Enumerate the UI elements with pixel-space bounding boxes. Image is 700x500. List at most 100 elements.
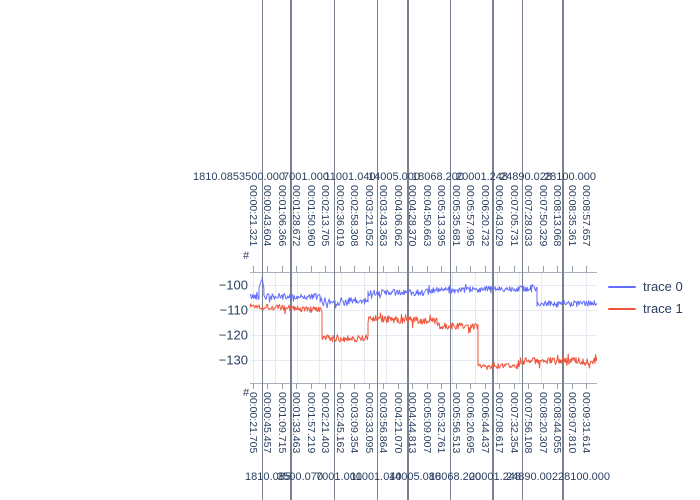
bottom-axis-tick [542,383,544,389]
bottom-time-tick-label: 00:00:45.457 [261,392,274,454]
bottom-time-tick-label: 00:04:44.813 [406,392,419,454]
top-axis-tick [542,266,544,272]
top-axis-tick [383,266,385,272]
top-time-tick-label: 00:07:28.033 [522,185,535,247]
plot-vertical-gridline [274,272,276,383]
bottom-time-tick-label: 00:03:33.095 [362,392,375,454]
top-time-tick-label: 00:07:05.731 [507,185,520,247]
top-time-tick-label: 00:07:50.329 [536,185,549,247]
bottom-axis-tick [586,383,588,389]
numeric-axis-tall-gridline [262,0,263,500]
bottom-numeric-tick-label: 7001.000 [316,471,362,483]
top-axis-tick [513,266,515,272]
top-numeric-tick-label: 7001.000 [283,171,329,183]
top-axis-tick [281,266,283,272]
plot-vertical-gridline [496,272,498,383]
plot-vertical-gridline [341,272,343,383]
top-axis-tick [354,266,356,272]
bottom-numeric-tick-label: 14005.080 [389,471,441,483]
bottom-axis-tick [310,383,312,389]
top-time-tick-label: 00:01:28.672 [290,185,303,247]
top-axis-tick [397,266,399,272]
trace-0-line[interactable] [250,276,597,309]
bottom-time-tick-label: 00:06:44.437 [478,392,491,454]
numeric-axis-tall-gridline [377,0,378,500]
bottom-axis-tick [281,383,283,389]
plot-horizontal-gridline [250,310,597,311]
bottom-time-tick-label: 00:08:20.307 [536,392,549,454]
bottom-numeric-tick-label: 20001.248 [469,471,521,483]
numeric-axis-tall-gridline [562,0,564,500]
plot-bottom-axis-line [250,383,597,384]
plot-vertical-gridline [252,272,254,383]
plot-vertical-gridline [385,272,387,383]
top-time-tick-label: 00:04:06.062 [391,185,404,247]
top-time-tick-label: 00:08:35.361 [565,185,578,247]
top-time-tick-label: 00:02:36.019 [333,185,346,247]
top-axis-tick [310,266,312,272]
legend-item-trace-1[interactable]: trace 1 [608,301,683,316]
bottom-time-tick-label: 00:08:44.055 [551,392,564,454]
top-axis-tick [368,266,370,272]
top-axis-tick [296,266,298,272]
top-axis-tick [499,266,501,272]
bottom-axis-tick [339,383,341,389]
top-axis-tick [339,266,341,272]
bottom-numeric-tick-label: 28100.000 [558,471,610,483]
bottom-axis-title: # [243,387,250,399]
bottom-axis-tick [383,383,385,389]
bottom-axis-tick [325,383,327,389]
numeric-axis-tall-gridline [522,0,523,500]
bottom-axis-tick [296,383,298,389]
top-axis-title: # [243,250,250,262]
bottom-axis-tick [557,383,559,389]
plot-vertical-gridline [319,272,321,383]
bottom-time-tick-label: 00:07:08.617 [493,392,506,454]
bottom-axis-tick [513,383,515,389]
bottom-time-tick-label: 00:05:56.513 [449,392,462,454]
bottom-time-tick-label: 00:01:57.219 [304,392,317,454]
legend-line-sample-trace-1 [608,307,636,310]
top-time-tick-label: 00:02:13.705 [319,185,332,247]
plot-vertical-gridline [296,272,298,383]
legend: trace 0 trace 1 [608,279,683,323]
bottom-axis-tick [397,383,399,389]
bottom-axis-tick [455,383,457,389]
y-axis-tick-label: −100 [218,277,248,293]
top-numeric-tick-label: 11001.040 [324,171,376,183]
bottom-axis-tick [252,383,254,389]
top-time-tick-label: 00:08:13.068 [551,185,564,247]
plot-horizontal-gridline [250,285,597,286]
numeric-axis-tall-gridline [407,0,409,500]
bottom-axis-tick [412,383,414,389]
top-time-tick-label: 00:04:28.370 [406,185,419,247]
top-axis-tick [586,266,588,272]
bottom-axis-tick [571,383,573,389]
top-numeric-tick-label: 28100.000 [544,171,596,183]
y-axis-tick-label: −120 [218,327,248,343]
top-time-tick-label: 00:05:57.995 [464,185,477,247]
y-axis-tick-label: −110 [219,302,248,318]
bottom-axis-tick [354,383,356,389]
legend-item-trace-0[interactable]: trace 0 [608,279,683,294]
legend-label-trace-0: trace 0 [643,279,683,294]
bottom-numeric-tick-label: 11001.040 [350,471,402,483]
plot-vertical-gridline [474,272,476,383]
top-numeric-tick-label: 18068.200 [412,171,464,183]
bottom-time-tick-label: 00:01:09.715 [275,392,288,454]
bottom-axis-tick [528,383,530,389]
trace-1-line[interactable] [250,303,597,371]
numeric-axis-tall-gridline [492,0,494,500]
bottom-time-tick-label: 00:06:20.695 [464,392,477,454]
plot-horizontal-gridline [250,360,597,361]
plot-top-axis-line [250,272,597,273]
top-axis-tick [325,266,327,272]
bottom-axis-tick [470,383,472,389]
numeric-axis-tall-gridline [334,0,335,500]
top-time-tick-label: 00:01:06.366 [275,185,288,247]
bottom-time-tick-label: 00:03:09.354 [348,392,361,454]
bottom-time-tick-label: 00:00:21.705 [246,392,259,454]
bottom-numeric-tick-label: 18068.200 [429,471,481,483]
top-numeric-tick-label: 24890.028 [500,171,552,183]
